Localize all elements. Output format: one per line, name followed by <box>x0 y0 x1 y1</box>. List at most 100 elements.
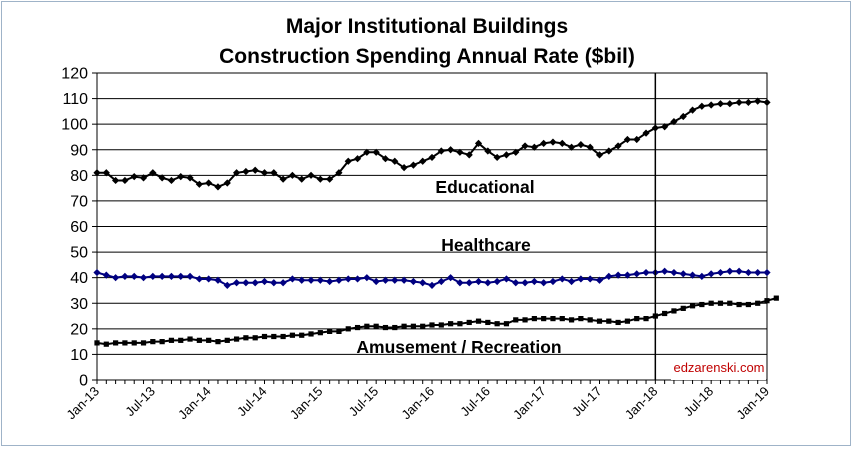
data-point-diamond <box>121 176 129 185</box>
data-point-diamond <box>158 174 166 182</box>
data-point-square <box>196 337 202 343</box>
data-point-diamond <box>251 279 259 287</box>
data-point-diamond <box>121 272 129 280</box>
data-point-diamond <box>642 129 650 137</box>
data-point-diamond <box>344 275 352 283</box>
x-axis-ticks: Jan-13 Jul-13 Jan-14 Jul-14 Jan-15 Jul-15 Jan-… <box>63 380 772 422</box>
x-tick-label: Jan-18 <box>622 384 661 423</box>
x-tick-label: Jul-13 <box>122 384 158 420</box>
data-point-diamond <box>605 147 613 155</box>
y-tick-label: 80 <box>70 168 88 185</box>
data-point-square <box>736 301 742 308</box>
data-point-diamond <box>363 148 371 156</box>
data-point-square <box>392 324 398 331</box>
data-point-diamond <box>540 279 548 287</box>
data-point-diamond <box>149 272 157 280</box>
data-point-diamond <box>288 275 297 283</box>
data-point-diamond <box>465 279 473 287</box>
divider-group <box>654 73 766 380</box>
data-point-diamond <box>344 157 352 165</box>
data-point-square <box>224 337 230 343</box>
data-point-square <box>215 339 221 345</box>
data-point-square <box>354 324 361 331</box>
x-tick-label: Jan-19 <box>733 384 772 423</box>
data-point-diamond <box>232 169 241 177</box>
data-point-diamond <box>512 279 520 287</box>
data-point-diamond <box>130 272 138 280</box>
data-point-diamond <box>270 169 278 177</box>
data-point-diamond <box>279 175 287 183</box>
data-point-square <box>773 295 779 301</box>
data-point-diamond <box>530 143 538 151</box>
data-point-diamond <box>251 166 259 174</box>
data-point-diamond <box>214 183 222 191</box>
data-point-diamond <box>530 277 538 286</box>
data-point-diamond <box>260 169 269 177</box>
data-point-diamond <box>326 175 334 183</box>
data-point-diamond <box>567 143 576 151</box>
data-point-diamond <box>623 271 632 279</box>
data-point-square <box>364 323 370 329</box>
data-point-square <box>280 333 286 340</box>
data-point-diamond <box>307 276 315 284</box>
y-tick-label: 0 <box>79 373 88 390</box>
data-point-diamond <box>623 135 632 144</box>
data-point-diamond <box>381 276 390 284</box>
data-point-diamond <box>716 268 725 277</box>
data-point-square <box>494 321 500 327</box>
data-point-square <box>345 326 351 332</box>
data-point-diamond <box>223 179 231 187</box>
data-point-diamond <box>540 139 548 147</box>
series-line <box>97 100 768 188</box>
data-point-square <box>727 300 733 306</box>
data-point-diamond <box>335 169 343 177</box>
data-point-diamond <box>670 118 678 126</box>
x-tick-label: Jul-18 <box>681 384 717 420</box>
data-point-diamond <box>195 275 203 283</box>
data-point-diamond <box>363 274 371 282</box>
data-point-diamond <box>149 169 157 177</box>
data-point-square <box>671 308 677 314</box>
x-tick-label: Jan-16 <box>398 384 437 423</box>
data-point-square <box>513 317 519 323</box>
data-point-square <box>568 317 575 323</box>
watermark-background <box>671 359 766 380</box>
data-point-diamond <box>726 100 734 108</box>
data-point-diamond <box>614 142 622 150</box>
data-point-diamond <box>605 272 613 280</box>
data-point-diamond <box>288 171 297 179</box>
data-point-diamond <box>716 100 725 108</box>
data-point-diamond <box>577 275 585 283</box>
data-point-square <box>662 310 668 317</box>
data-point-square <box>764 298 770 304</box>
data-point-square <box>159 339 165 345</box>
series-label-healthcare: Healthcare <box>441 235 531 255</box>
data-point-diamond <box>437 147 445 155</box>
data-point-diamond <box>502 151 511 159</box>
data-point-diamond <box>595 151 604 159</box>
data-point-diamond <box>484 279 492 287</box>
watermark: edzarenski.com <box>673 360 764 375</box>
data-point-diamond <box>102 169 110 177</box>
data-point-diamond <box>112 274 120 282</box>
data-point-diamond <box>130 173 138 181</box>
y-tick-label: 90 <box>70 142 88 159</box>
data-point-diamond <box>726 267 734 275</box>
data-point-square <box>336 328 342 334</box>
data-point-diamond <box>409 161 417 169</box>
data-point-square <box>587 317 593 323</box>
data-point-diamond <box>298 175 306 183</box>
data-point-diamond <box>763 98 771 107</box>
data-point-diamond <box>763 268 771 277</box>
data-point-diamond <box>633 270 641 278</box>
data-point-square <box>699 301 705 308</box>
series-2 <box>94 295 779 347</box>
data-point-diamond <box>326 277 334 286</box>
data-point-square <box>708 300 714 306</box>
data-point-square <box>150 339 156 345</box>
y-tick-label: 30 <box>70 296 88 313</box>
data-point-square <box>261 333 268 340</box>
data-point-square <box>755 300 761 306</box>
data-point-square <box>559 316 565 322</box>
